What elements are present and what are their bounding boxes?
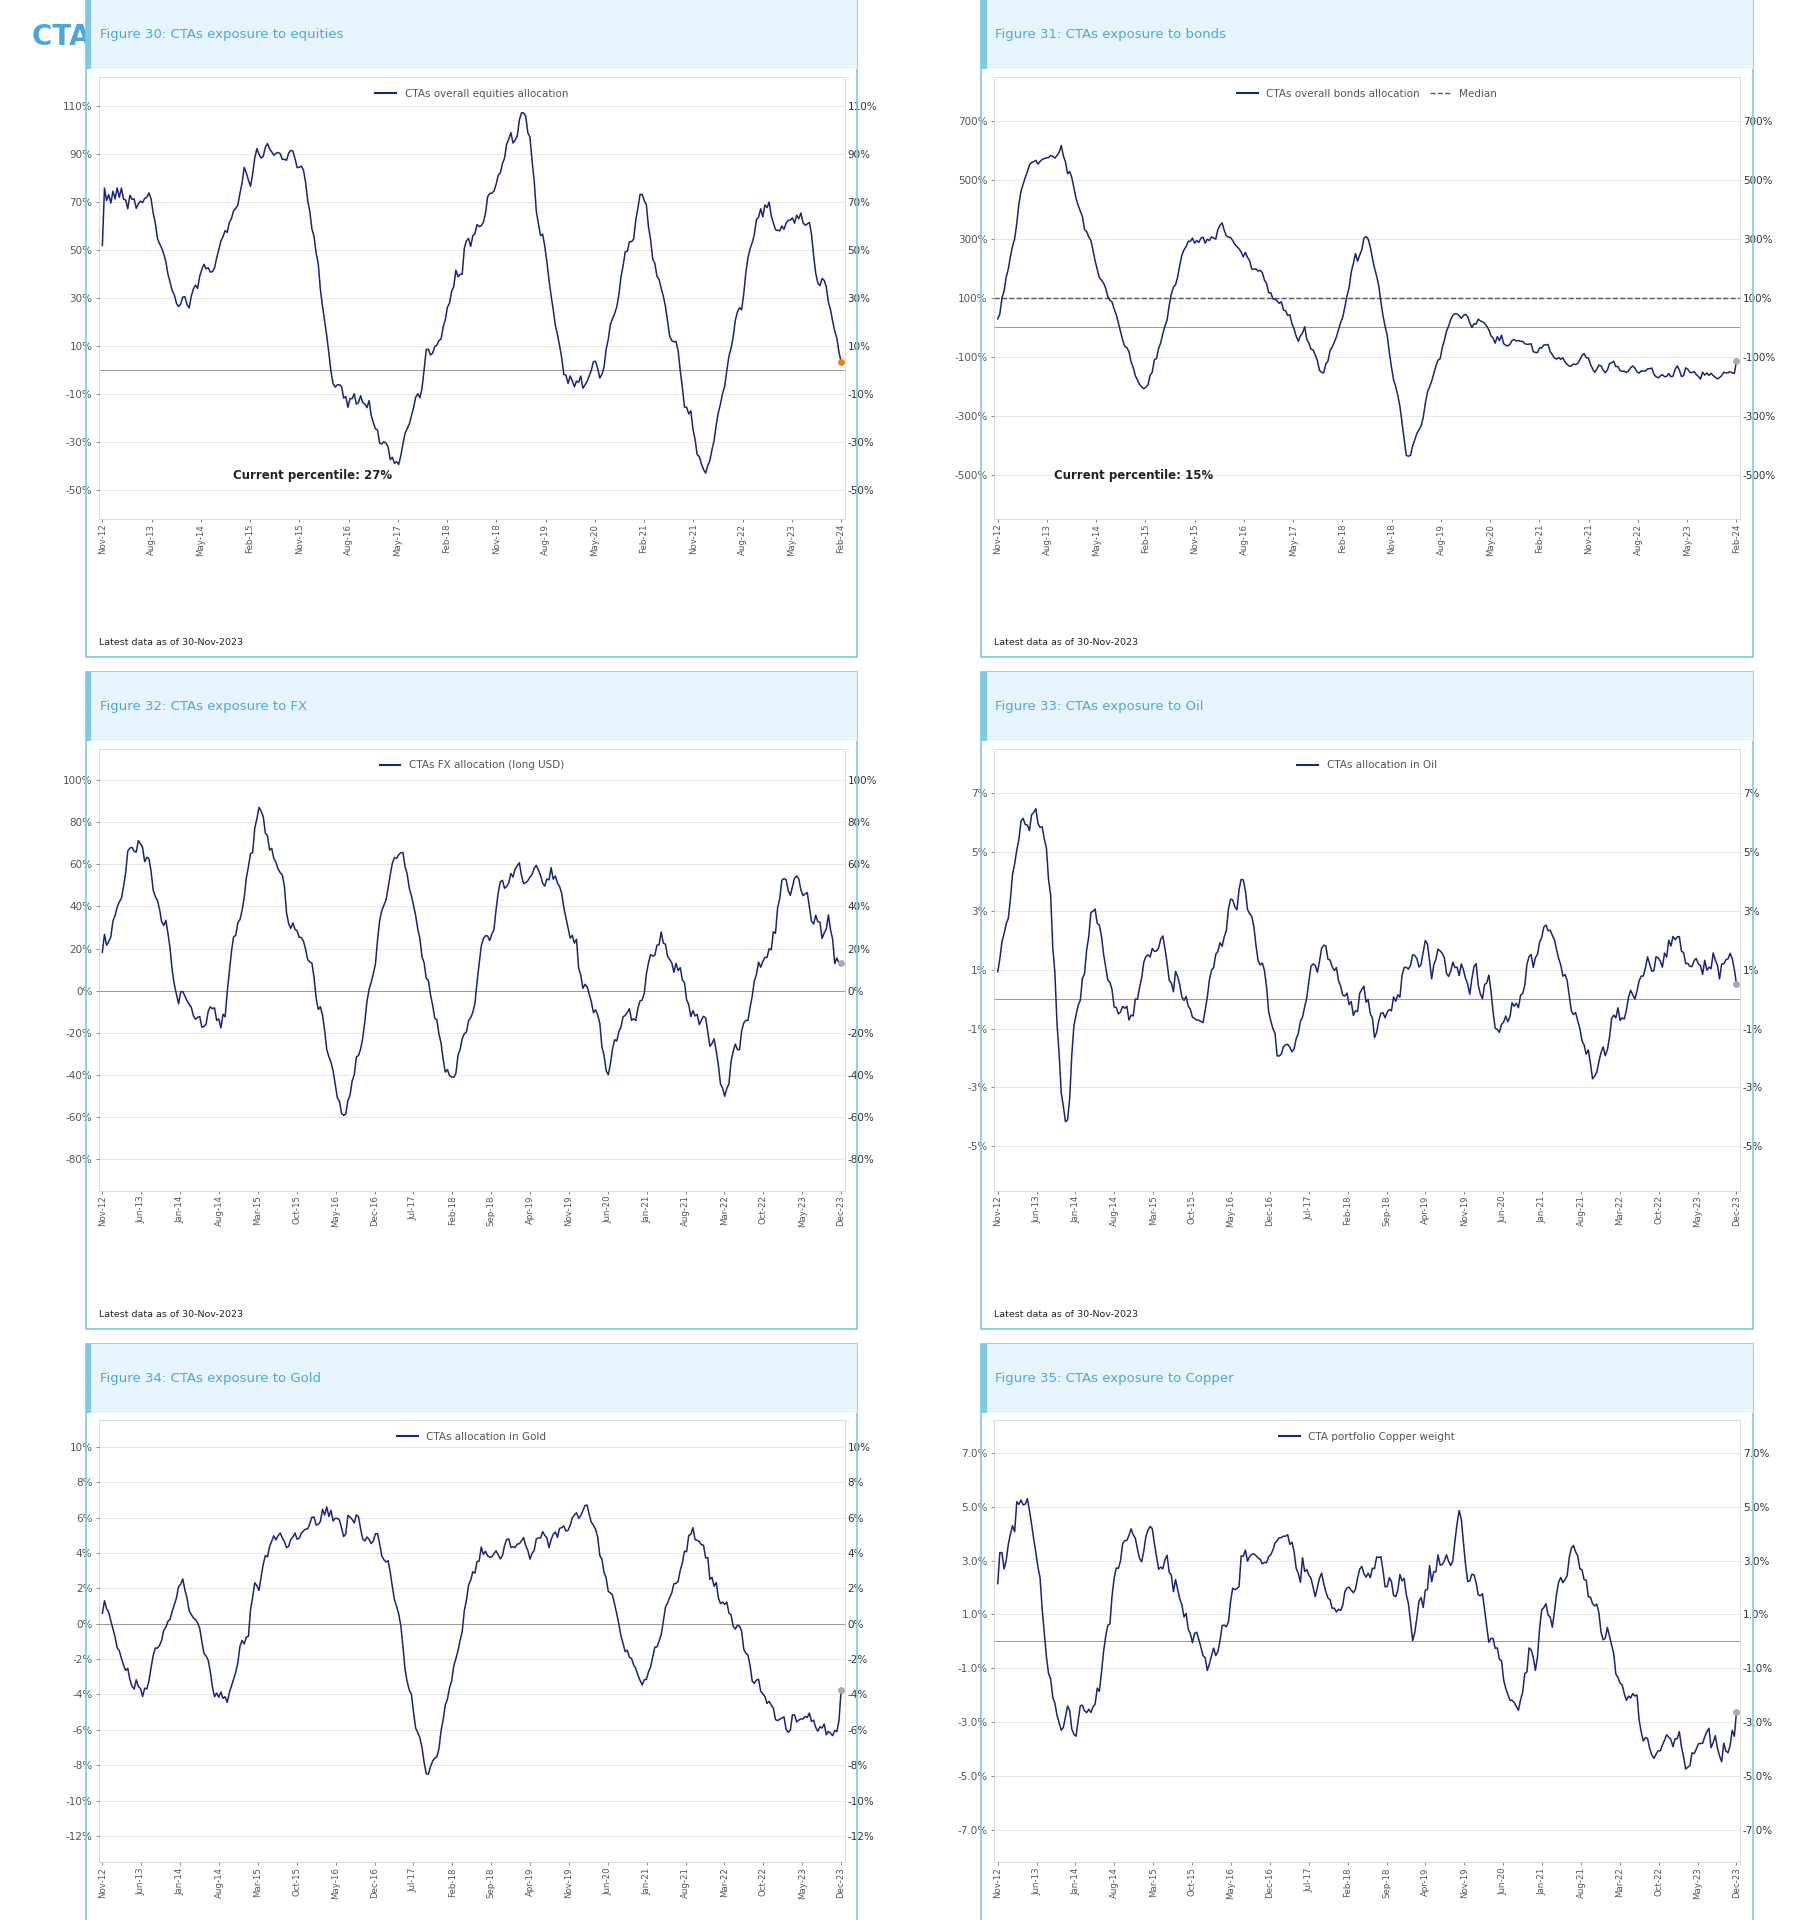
Text: Source : Bloomberg Finance LP, Deutsche Bank Asset Allocation: Source : Bloomberg Finance LP, Deutsche … [994, 1350, 1268, 1359]
Legend: CTAs allocation in Oil: CTAs allocation in Oil [1295, 758, 1439, 772]
Text: Current percentile: 15%: Current percentile: 15% [1053, 468, 1213, 482]
Text: Figure 30: CTAs exposure to equities: Figure 30: CTAs exposure to equities [100, 29, 344, 40]
Text: Current percentile: 27%: Current percentile: 27% [233, 468, 393, 482]
Legend: CTAs overall equities allocation: CTAs overall equities allocation [373, 86, 570, 100]
Text: CTA portfolio weights⁷: CTA portfolio weights⁷ [32, 23, 382, 52]
Legend: CTA portfolio Copper weight: CTA portfolio Copper weight [1277, 1430, 1457, 1444]
Text: Figure 31: CTAs exposure to bonds: Figure 31: CTAs exposure to bonds [996, 29, 1227, 40]
Text: Latest data as of 30-Nov-2023: Latest data as of 30-Nov-2023 [994, 1309, 1137, 1319]
Text: Source : Bloomberg Finance LP, Deutsche Bank Asset Allocation: Source : Bloomberg Finance LP, Deutsche … [99, 678, 373, 687]
Text: Latest data as of 30-Nov-2023: Latest data as of 30-Nov-2023 [99, 637, 242, 647]
Text: Source : Bloomberg Finance LP, Deutsche Bank Asset Allocation: Source : Bloomberg Finance LP, Deutsche … [994, 678, 1268, 687]
Legend: CTAs FX allocation (long USD): CTAs FX allocation (long USD) [377, 758, 567, 772]
Text: Latest data as of 30-Nov-2023: Latest data as of 30-Nov-2023 [99, 1309, 242, 1319]
Text: Figure 35: CTAs exposure to Copper: Figure 35: CTAs exposure to Copper [996, 1371, 1234, 1384]
Text: Figure 32: CTAs exposure to FX: Figure 32: CTAs exposure to FX [100, 701, 307, 712]
Legend: CTAs overall bonds allocation, Median: CTAs overall bonds allocation, Median [1234, 86, 1500, 100]
Text: Source : Bloomberg Finance LP, Deutsche Bank Asset Allocation: Source : Bloomberg Finance LP, Deutsche … [99, 1350, 373, 1359]
Text: Figure 34: CTAs exposure to Gold: Figure 34: CTAs exposure to Gold [100, 1371, 321, 1384]
Text: Figure 33: CTAs exposure to Oil: Figure 33: CTAs exposure to Oil [996, 701, 1204, 712]
Text: Latest data as of 30-Nov-2023: Latest data as of 30-Nov-2023 [994, 637, 1137, 647]
Legend: CTAs allocation in Gold: CTAs allocation in Gold [395, 1430, 549, 1444]
